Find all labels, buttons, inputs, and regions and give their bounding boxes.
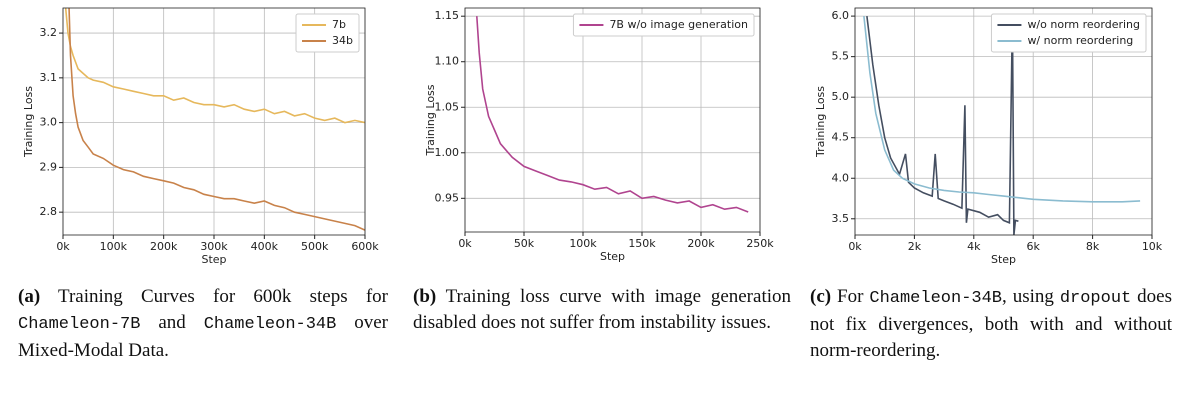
x-tick-label: 8k	[1086, 240, 1100, 253]
y-tick-label: 1.10	[435, 55, 460, 68]
x-tick-label: 100k	[569, 237, 597, 250]
x-axis-label: Step	[991, 253, 1016, 266]
y-axis-label: Training Loss	[22, 86, 35, 158]
caption-text: For	[831, 286, 870, 307]
y-tick-label: 3.2	[40, 26, 58, 39]
caption-text: does not fix divergences, both with and …	[810, 286, 1172, 361]
x-tick-label: 500k	[301, 240, 329, 253]
panel: 0k 2k 4k 6k 8k 10k 3.5 4.0 4.5 5.0 5.5 6.0 Step Train…	[814, 7, 1163, 266]
panel: 0k 100k 200k 300k 400k 500k 600k 2.8 2.9 3.0 3.1 3.…	[22, 7, 379, 266]
legend-frame	[295, 13, 360, 53]
legend: 7B w/o image generation	[572, 13, 755, 37]
loss-line	[863, 16, 1141, 203]
legend-label: w/ norm reordering	[1027, 34, 1133, 47]
plot-frame	[854, 7, 1153, 236]
y-tick-label: 3.5	[832, 212, 850, 225]
y-tick-label: 5.0	[832, 90, 850, 103]
plot-frame	[464, 7, 761, 233]
caption-code: Chameleon-34B	[203, 315, 337, 334]
x-axis-label: Step	[201, 253, 226, 266]
loss-line	[476, 16, 749, 213]
x-tick-label: 250k	[746, 237, 774, 250]
loss-line	[64, 8, 365, 124]
y-tick-label: 4.0	[832, 171, 850, 184]
y-tick-label: 6.0	[832, 9, 850, 22]
x-tick-label: 10k	[1142, 240, 1163, 253]
legend-frame	[990, 13, 1147, 53]
caption-text: and	[140, 312, 204, 333]
y-tick-label: 1.05	[435, 100, 460, 113]
legend: w/o norm reordering w/ norm reordering	[990, 13, 1147, 53]
caption-text: Training Curves for 600k steps for	[40, 286, 388, 307]
x-axis-label: Step	[600, 250, 625, 263]
y-tick-label: 5.5	[832, 50, 850, 63]
caption: (a) Training Curves for 600k steps for C…	[18, 284, 388, 364]
y-axis-label: Training Loss	[814, 86, 827, 158]
caption-text: , using	[1002, 286, 1060, 307]
x-tick-label: 4k	[967, 240, 981, 253]
x-tick-label: 0k	[458, 237, 472, 250]
y-tick-label: 3.1	[40, 71, 58, 84]
y-tick-label: 0.95	[435, 191, 460, 204]
caption-text: Training loss curve with image generatio…	[413, 286, 791, 333]
y-tick-label: 1.15	[435, 9, 460, 22]
y-tick-label: 4.5	[832, 131, 850, 144]
x-tick-label: 0k	[848, 240, 862, 253]
loss-line	[866, 16, 1019, 235]
panel: 0k 50k 100k 150k 200k 250k 0.95 1.00 1.05 1.10 1.1…	[424, 7, 774, 263]
y-axis-label: Training Loss	[424, 84, 437, 156]
caption-code: Chameleon-34B	[869, 289, 1002, 308]
caption-code: dropout	[1059, 289, 1132, 308]
x-tick-label: 300k	[200, 240, 228, 253]
legend-frame	[572, 13, 755, 37]
x-tick-label: 6k	[1027, 240, 1041, 253]
x-tick-label: 50k	[514, 237, 535, 250]
caption: (b) Training loss curve with image gener…	[413, 284, 791, 336]
caption-label: (b)	[413, 286, 437, 307]
caption-label: (c)	[810, 286, 832, 307]
legend-label: w/o norm reordering	[1027, 18, 1140, 31]
x-tick-label: 100k	[100, 240, 128, 253]
x-tick-label: 200k	[150, 240, 178, 253]
x-tick-label: 400k	[251, 240, 279, 253]
caption-text: over Mixed-Modal Data.	[18, 312, 389, 361]
y-tick-label: 3.0	[40, 116, 58, 129]
x-tick-label: 0k	[56, 240, 70, 253]
x-tick-label: 200k	[687, 237, 715, 250]
loss-line	[68, 8, 365, 231]
y-tick-label: 2.8	[40, 205, 58, 218]
y-tick-label: 1.00	[435, 146, 460, 159]
caption: (c) For Chameleon-34B, using dropout doe…	[810, 284, 1172, 364]
legend-label: 7B w/o image generation	[609, 18, 748, 31]
caption-code: Chameleon-7B	[18, 315, 141, 334]
legend-label: 7b	[332, 18, 346, 31]
plot-frame	[62, 7, 366, 236]
y-tick-label: 2.9	[40, 160, 58, 173]
x-tick-label: 2k	[908, 240, 922, 253]
x-tick-label: 600k	[351, 240, 379, 253]
charts: 0k 100k 200k 300k 400k 500k 600k 2.8 2.9 3.0 3.1 3.…	[22, 7, 1163, 266]
caption-label: (a)	[18, 286, 41, 307]
legend-label: 34b	[332, 34, 353, 47]
x-tick-label: 150k	[628, 237, 656, 250]
